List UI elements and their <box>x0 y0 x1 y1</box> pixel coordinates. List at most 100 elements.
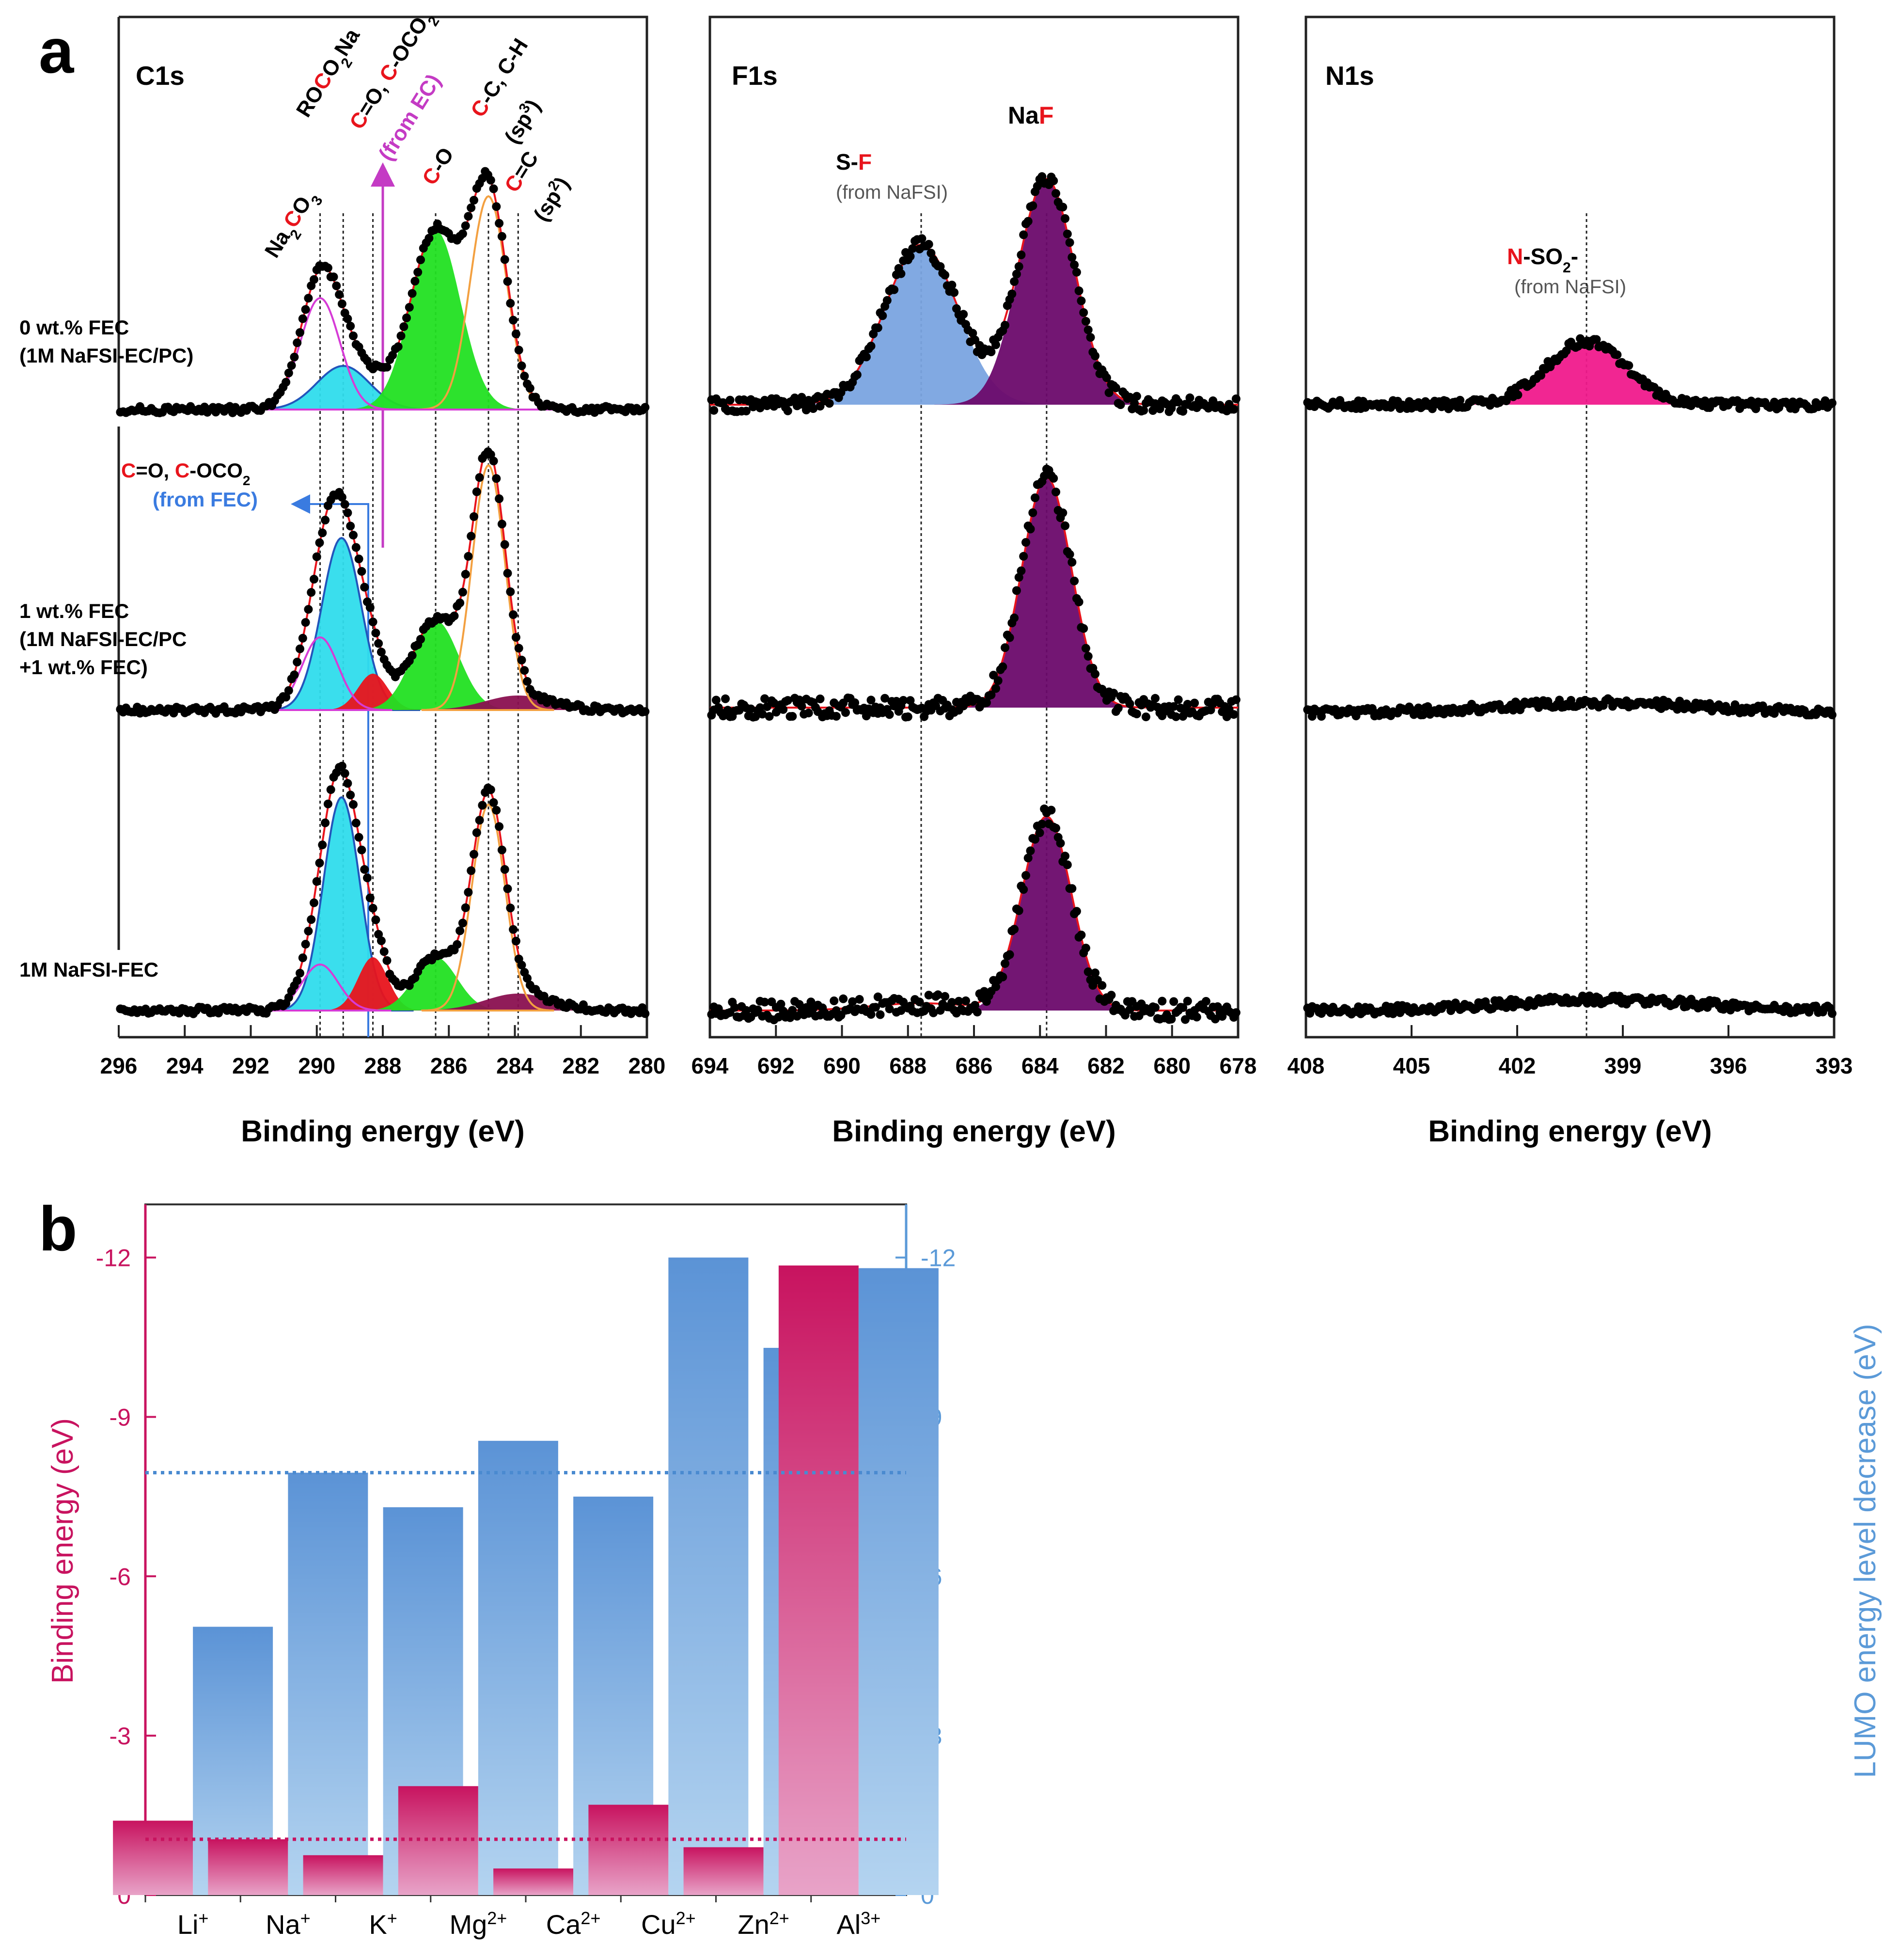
data-point <box>416 255 425 265</box>
data-point <box>455 599 465 607</box>
data-point <box>335 290 344 299</box>
data-point <box>1068 558 1077 567</box>
data-point <box>1624 361 1633 370</box>
data-point <box>323 263 332 272</box>
peak-s-f <box>776 245 1064 405</box>
x-tick-label: 402 <box>1499 1053 1536 1078</box>
data-point <box>1229 710 1239 719</box>
data-point <box>1010 277 1019 286</box>
data-point <box>525 384 534 393</box>
bar-lumo <box>478 1440 558 1895</box>
data-point <box>906 696 915 705</box>
data-point <box>377 936 386 946</box>
left-ylabel: Binding energy (eV) <box>46 1418 79 1684</box>
data-point <box>293 658 302 666</box>
data-point <box>1107 991 1116 1000</box>
data-point <box>1007 289 1017 299</box>
data-point <box>1139 406 1148 415</box>
sample-label-0: 0 wt.% FEC (1M NaFSI-EC/PC) <box>19 316 193 367</box>
bar-binding-energy <box>303 1855 383 1895</box>
data-point <box>760 997 769 1007</box>
data-point <box>360 583 369 592</box>
n1s-peak-labels: N-SO2- (from NaFSI) <box>1507 244 1626 298</box>
label-naf: NaF <box>1008 102 1053 129</box>
data-point <box>1037 820 1047 829</box>
peak-n-so2 <box>1428 342 1742 405</box>
data-point <box>987 690 996 699</box>
data-point <box>351 819 361 828</box>
data-point <box>841 708 850 717</box>
data-point <box>1130 399 1139 408</box>
data-point <box>506 587 515 596</box>
data-point <box>1183 996 1192 1006</box>
data-point <box>467 203 476 212</box>
data-point <box>495 494 504 503</box>
data-point <box>1079 308 1088 317</box>
data-point <box>1058 508 1068 518</box>
data-point <box>968 329 977 338</box>
data-point <box>1001 959 1009 968</box>
label-na2co3: Na2CO3 <box>260 185 326 265</box>
data-point <box>497 520 506 529</box>
data-point <box>1017 566 1026 575</box>
data-point <box>1141 712 1150 722</box>
data-point <box>797 393 806 402</box>
data-point <box>839 994 848 1003</box>
data-point <box>284 368 293 378</box>
data-point <box>855 995 864 1004</box>
data-point <box>357 567 366 576</box>
data-point <box>641 707 650 716</box>
x-tick-label: 399 <box>1604 1053 1642 1078</box>
data-point <box>296 328 304 337</box>
data-point <box>343 779 352 788</box>
data-point <box>1028 508 1037 517</box>
x-category-label: Ca2+ <box>546 1908 601 1940</box>
data-point <box>1012 269 1021 279</box>
spectrum-0wt <box>707 172 1240 416</box>
bar-binding-energy <box>588 1804 669 1895</box>
data-point <box>321 818 330 827</box>
data-point <box>410 277 420 286</box>
data-point <box>1508 706 1518 715</box>
data-point <box>1019 885 1028 894</box>
data-point <box>371 915 380 924</box>
data-point <box>1132 710 1141 718</box>
data-point <box>458 229 467 238</box>
data-point <box>908 244 917 253</box>
peak-c-double-c <box>386 994 650 1011</box>
data-point <box>1012 586 1021 595</box>
data-point <box>1072 907 1081 916</box>
data-point <box>1151 694 1160 703</box>
data-point <box>393 342 403 351</box>
data-point <box>924 991 933 1000</box>
data-point <box>1174 695 1183 704</box>
data-point <box>282 378 291 387</box>
sample-label-1-line-1: (1M NaFSI-EC/PC <box>19 628 187 650</box>
data-point <box>424 234 434 243</box>
data-point <box>461 569 470 579</box>
data-point <box>332 281 341 290</box>
data-point <box>312 552 321 561</box>
data-point <box>730 1003 739 1012</box>
data-point <box>1083 652 1093 661</box>
data-point <box>1190 698 1199 708</box>
x-tick-label: 286 <box>430 1053 468 1078</box>
data-point <box>987 348 996 356</box>
label-s-f-source: (from NaFSI) <box>836 182 948 203</box>
data-point <box>1065 238 1074 247</box>
data-point <box>509 610 518 619</box>
data-point <box>941 270 950 280</box>
data-point <box>506 903 515 913</box>
data-point <box>760 694 769 703</box>
data-point <box>725 395 735 405</box>
data-point <box>991 982 1000 991</box>
data-point <box>475 816 484 825</box>
data-point <box>416 634 425 644</box>
x-tick-label: 684 <box>1021 1053 1059 1078</box>
data-point <box>1091 351 1099 361</box>
from-fec-line-2: (from FEC) <box>153 488 258 511</box>
data-point <box>520 666 529 675</box>
x-tick-label: 280 <box>628 1053 666 1078</box>
data-point <box>1167 1014 1176 1024</box>
